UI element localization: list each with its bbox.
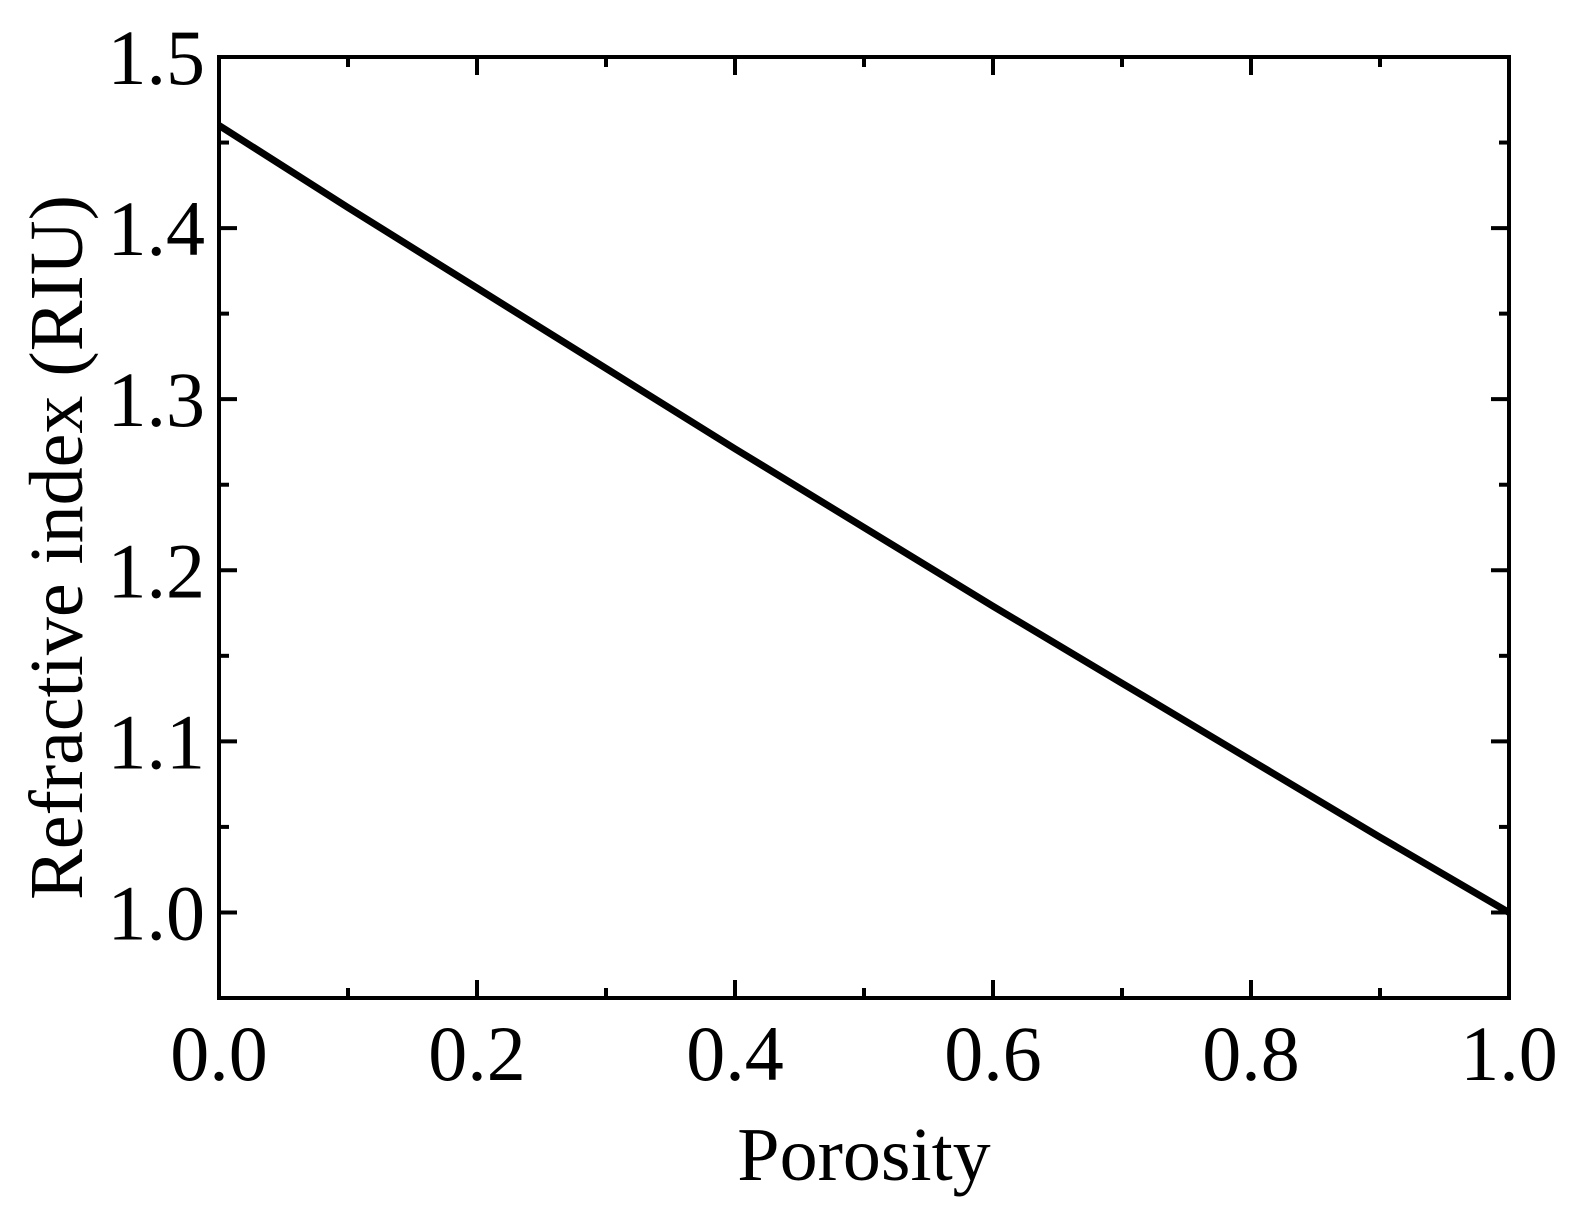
series-layer (217, 122, 1511, 916)
y-tick-label: 1.5 (108, 14, 206, 101)
y-tick-label: 1.1 (108, 698, 206, 785)
y-tick-label: 1.3 (108, 356, 206, 443)
x-tick-label: 0.0 (170, 1010, 268, 1097)
y-tick-label: 1.2 (108, 527, 206, 614)
x-axis-title: Porosity (737, 1113, 990, 1197)
plot-frame (217, 55, 1511, 1000)
x-tick-label: 0.2 (428, 1010, 526, 1097)
x-tick-labels: 0.0 0.2 0.4 0.6 0.8 1.0 (170, 1010, 1558, 1097)
x-tick-label: 0.8 (1202, 1010, 1300, 1097)
series-line (217, 122, 1511, 916)
y-tick-label: 1.0 (108, 869, 206, 956)
y-tick-labels: 1.0 1.1 1.2 1.3 1.4 1.5 (108, 14, 206, 956)
y-tick-label: 1.4 (108, 185, 206, 272)
x-tick-label: 1.0 (1460, 1010, 1558, 1097)
y-axis-title: Refractive index (RIU) (15, 195, 99, 900)
x-tick-label: 0.4 (686, 1010, 784, 1097)
x-tick-label: 0.6 (944, 1010, 1042, 1097)
